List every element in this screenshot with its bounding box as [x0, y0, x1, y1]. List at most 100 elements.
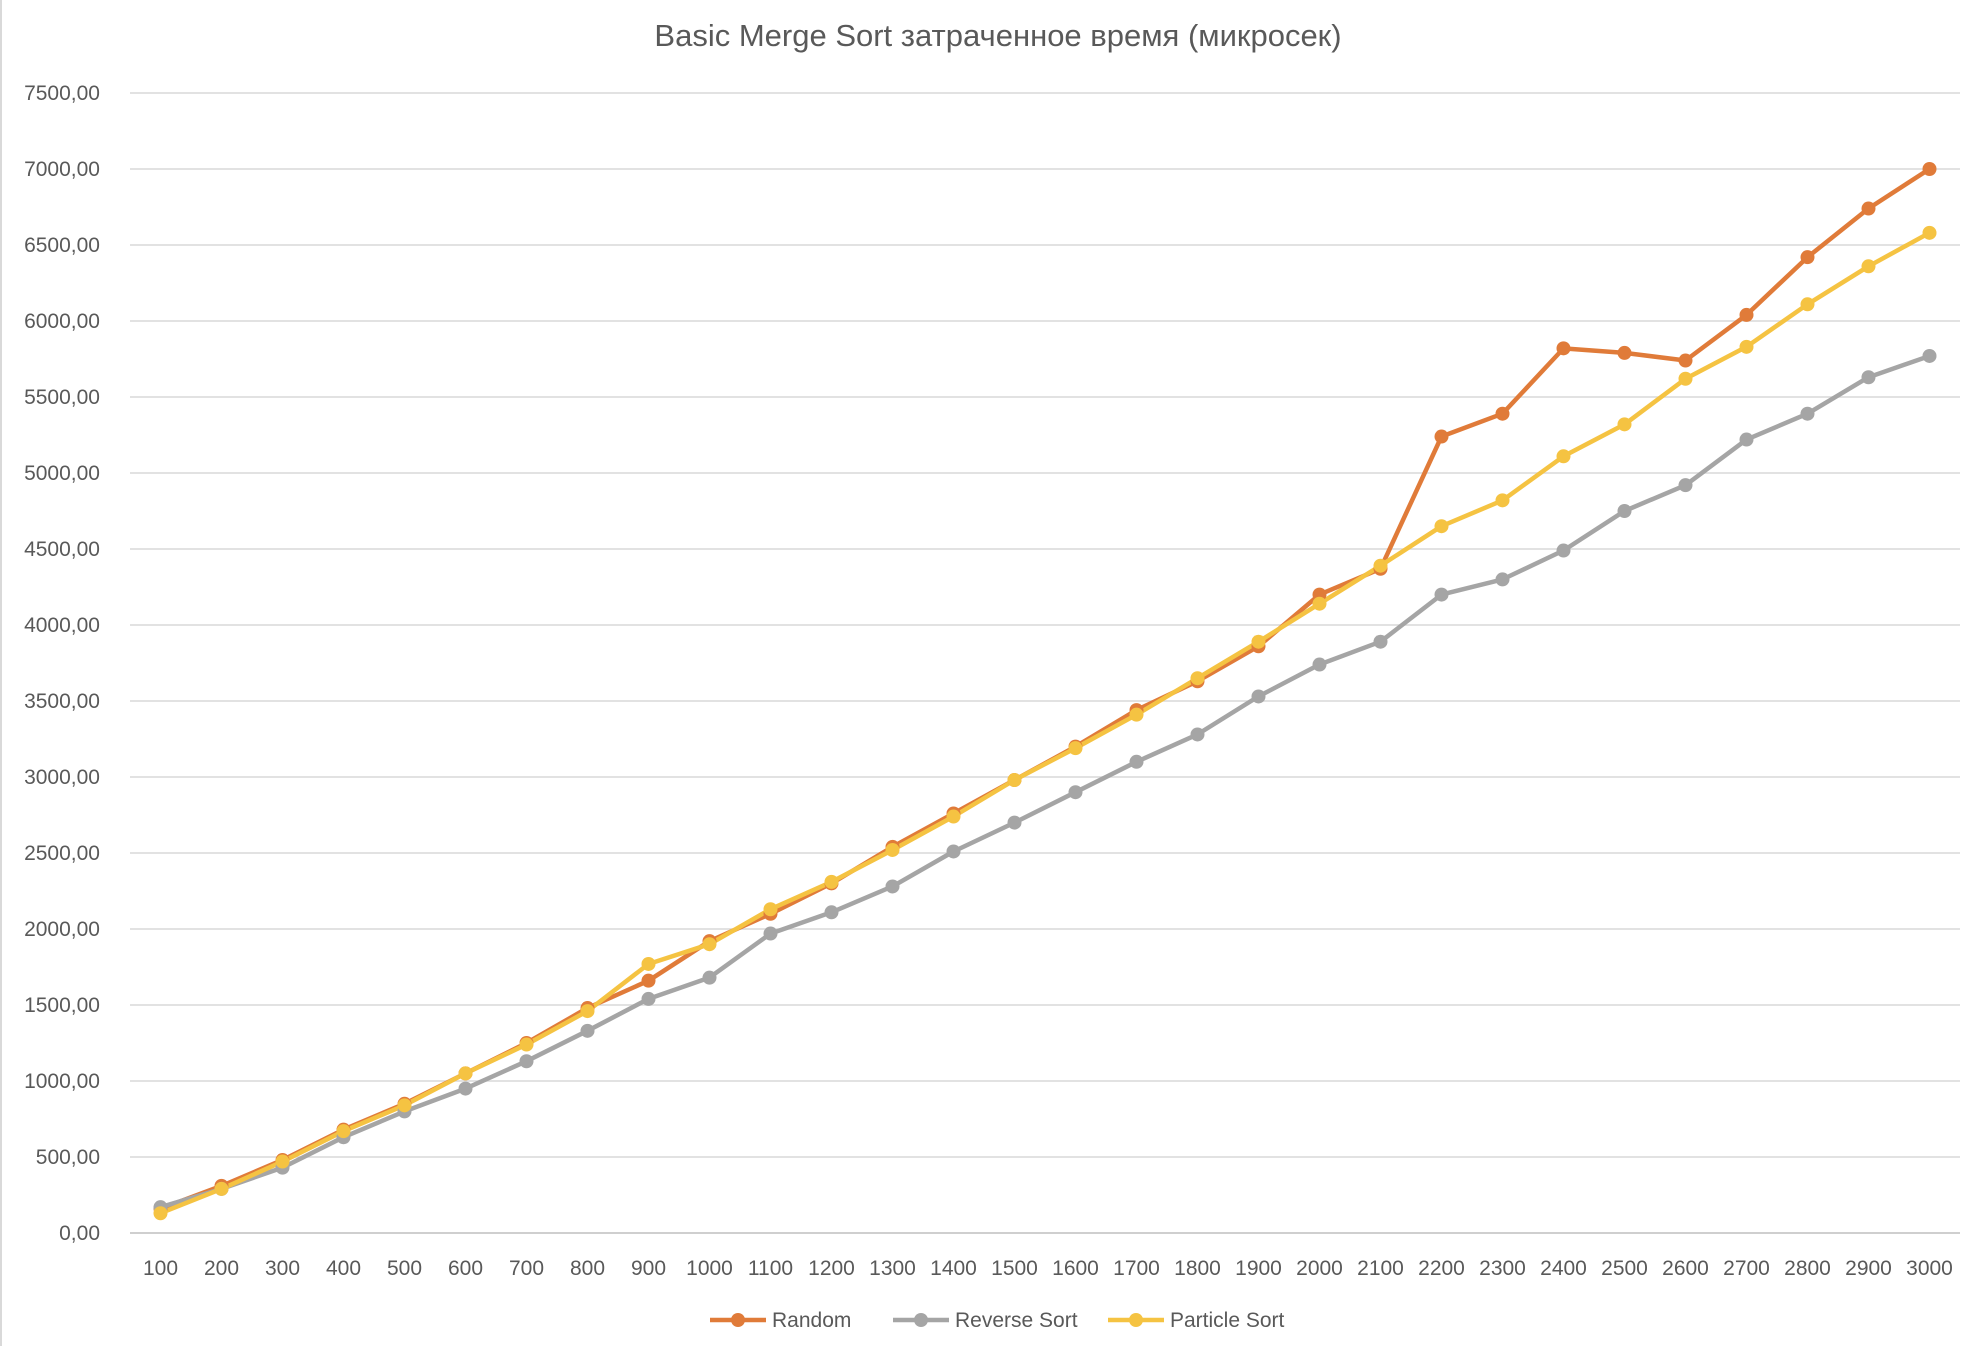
- x-tick-label: 700: [509, 1257, 544, 1280]
- data-point-reverse-sort: [1556, 543, 1571, 558]
- data-point-particle-sort: [1739, 339, 1754, 354]
- series-line-particle-sort: [158, 230, 1932, 1216]
- data-point-reverse-sort: [763, 926, 778, 941]
- data-point-reverse-sort: [1495, 572, 1510, 587]
- series-line-reverse-sort: [158, 353, 1932, 1210]
- data-point-reverse-sort: [1007, 815, 1022, 830]
- data-point-particle-sort: [519, 1037, 534, 1052]
- x-tick-label: 1300: [869, 1257, 916, 1280]
- data-point-reverse-sort: [702, 970, 717, 985]
- y-tick-label: 2500,00: [24, 842, 100, 865]
- data-point-particle-sort: [1251, 634, 1266, 649]
- data-point-reverse-sort: [1129, 754, 1144, 769]
- data-point-random: [1678, 353, 1693, 368]
- y-tick-label: 1000,00: [24, 1070, 100, 1093]
- x-tick-label: 1700: [1113, 1257, 1160, 1280]
- data-point-reverse-sort: [519, 1054, 534, 1069]
- data-point-random: [1800, 250, 1815, 265]
- x-tick-label: 3000: [1906, 1257, 1953, 1280]
- x-tick-label: 2000: [1296, 1257, 1343, 1280]
- y-tick-label: 0,00: [59, 1222, 100, 1245]
- y-tick-label: 6000,00: [24, 310, 100, 333]
- data-point-reverse-sort: [824, 905, 839, 920]
- data-point-particle-sort: [1922, 225, 1937, 240]
- data-point-reverse-sort: [580, 1023, 595, 1038]
- y-tick-label: 5000,00: [24, 462, 100, 485]
- data-point-particle-sort: [1678, 371, 1693, 386]
- y-tick-label: 4500,00: [24, 538, 100, 561]
- legend-label: Random: [772, 1309, 851, 1332]
- data-point-particle-sort: [397, 1098, 412, 1113]
- legend: Random Reverse Sort Particle Sort: [710, 1309, 1285, 1332]
- x-tick-label: 2900: [1845, 1257, 1892, 1280]
- x-tick-label: 400: [326, 1257, 361, 1280]
- data-point-particle-sort: [824, 874, 839, 889]
- x-tick-label: 2100: [1357, 1257, 1404, 1280]
- data-point-particle-sort: [1129, 707, 1144, 722]
- data-point-random: [1861, 201, 1876, 216]
- y-tick-label: 6500,00: [24, 234, 100, 257]
- x-tick-label: 2600: [1662, 1257, 1709, 1280]
- data-point-particle-sort: [1312, 596, 1327, 611]
- x-tick-label: 1600: [1052, 1257, 1099, 1280]
- legend-marker: [731, 1313, 745, 1327]
- data-point-particle-sort: [946, 809, 961, 824]
- data-point-particle-sort: [336, 1124, 351, 1139]
- x-tick-label: 200: [204, 1257, 239, 1280]
- legend-marker: [1129, 1313, 1143, 1327]
- y-tick-label: 3500,00: [24, 690, 100, 713]
- data-point-random: [1495, 406, 1510, 421]
- y-tick-label: 4000,00: [24, 614, 100, 637]
- y-tick-label: 7500,00: [24, 82, 100, 105]
- data-point-particle-sort: [1007, 773, 1022, 788]
- data-point-reverse-sort: [1678, 478, 1693, 493]
- data-point-particle-sort: [1495, 493, 1510, 508]
- x-tick-label: 1200: [808, 1257, 855, 1280]
- chart-title: Basic Merge Sort затраченное время (микр…: [654, 18, 1341, 53]
- x-tick-label: 2300: [1479, 1257, 1526, 1280]
- data-point-reverse-sort: [1251, 689, 1266, 704]
- data-point-particle-sort: [275, 1154, 290, 1169]
- x-tick-label: 100: [143, 1257, 178, 1280]
- data-point-particle-sort: [1068, 741, 1083, 756]
- data-point-particle-sort: [1190, 671, 1205, 686]
- x-tick-label: 1000: [686, 1257, 733, 1280]
- data-point-particle-sort: [214, 1181, 229, 1196]
- data-point-reverse-sort: [1617, 504, 1632, 518]
- data-point-reverse-sort: [885, 879, 900, 894]
- x-tick-label: 2500: [1601, 1257, 1648, 1280]
- data-point-random: [1739, 307, 1754, 322]
- data-point-particle-sort: [763, 902, 778, 917]
- data-point-reverse-sort: [1922, 348, 1937, 363]
- data-point-reverse-sort: [1861, 370, 1876, 385]
- x-tick-label: 900: [631, 1257, 666, 1280]
- x-tick-label: 300: [265, 1257, 300, 1280]
- data-point-particle-sort: [885, 842, 900, 857]
- x-tick-label: 1100: [748, 1257, 793, 1280]
- data-point-particle-sort: [153, 1206, 168, 1221]
- legend-label: Particle Sort: [1170, 1309, 1285, 1332]
- x-tick-label: 2400: [1540, 1257, 1587, 1280]
- data-point-particle-sort: [1617, 417, 1632, 432]
- data-point-random: [1922, 162, 1937, 176]
- data-point-reverse-sort: [458, 1081, 473, 1096]
- data-point-random: [1556, 341, 1571, 356]
- legend-label: Reverse Sort: [955, 1309, 1078, 1332]
- x-tick-label: 600: [448, 1257, 483, 1280]
- data-point-particle-sort: [1800, 297, 1815, 312]
- x-tick-label: 1400: [930, 1257, 977, 1280]
- x-tick-label: 1500: [991, 1257, 1038, 1280]
- x-tick-label: 1900: [1235, 1257, 1282, 1280]
- gridlines: [130, 92, 1960, 1234]
- data-point-particle-sort: [702, 937, 717, 952]
- data-point-particle-sort: [458, 1066, 473, 1081]
- y-axis-ticks: 0,00 500,00 1000,00 1500,00 2000,00 2500,00 30…: [24, 82, 100, 1245]
- data-point-particle-sort: [1556, 449, 1571, 464]
- data-point-reverse-sort: [641, 991, 656, 1006]
- data-point-particle-sort: [1373, 558, 1388, 573]
- y-tick-label: 500,00: [36, 1146, 100, 1169]
- data-point-reverse-sort: [1190, 727, 1205, 742]
- x-tick-label: 2200: [1418, 1257, 1465, 1280]
